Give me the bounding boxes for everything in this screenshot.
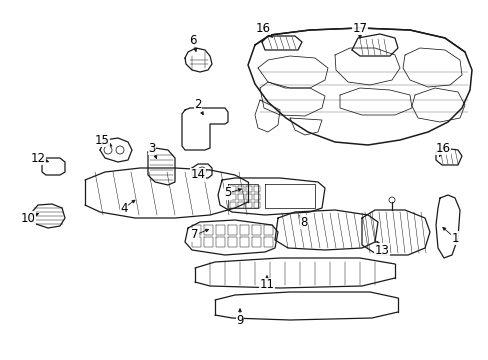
Text: 14: 14 xyxy=(190,168,205,181)
Text: 13: 13 xyxy=(374,243,388,256)
Text: 5: 5 xyxy=(224,186,231,199)
Text: 12: 12 xyxy=(30,152,45,165)
Text: 2: 2 xyxy=(194,99,202,112)
Text: 16: 16 xyxy=(255,22,270,35)
Text: 10: 10 xyxy=(20,211,35,225)
Text: 17: 17 xyxy=(352,22,367,35)
Text: 6: 6 xyxy=(189,33,196,46)
Text: 3: 3 xyxy=(148,141,155,154)
Text: 16: 16 xyxy=(435,141,449,154)
Text: 1: 1 xyxy=(450,231,458,244)
Text: 15: 15 xyxy=(94,134,109,147)
Text: 8: 8 xyxy=(300,216,307,229)
Text: 11: 11 xyxy=(259,279,274,292)
Text: 4: 4 xyxy=(120,202,127,215)
Text: 7: 7 xyxy=(191,229,198,242)
Text: 9: 9 xyxy=(236,314,243,327)
